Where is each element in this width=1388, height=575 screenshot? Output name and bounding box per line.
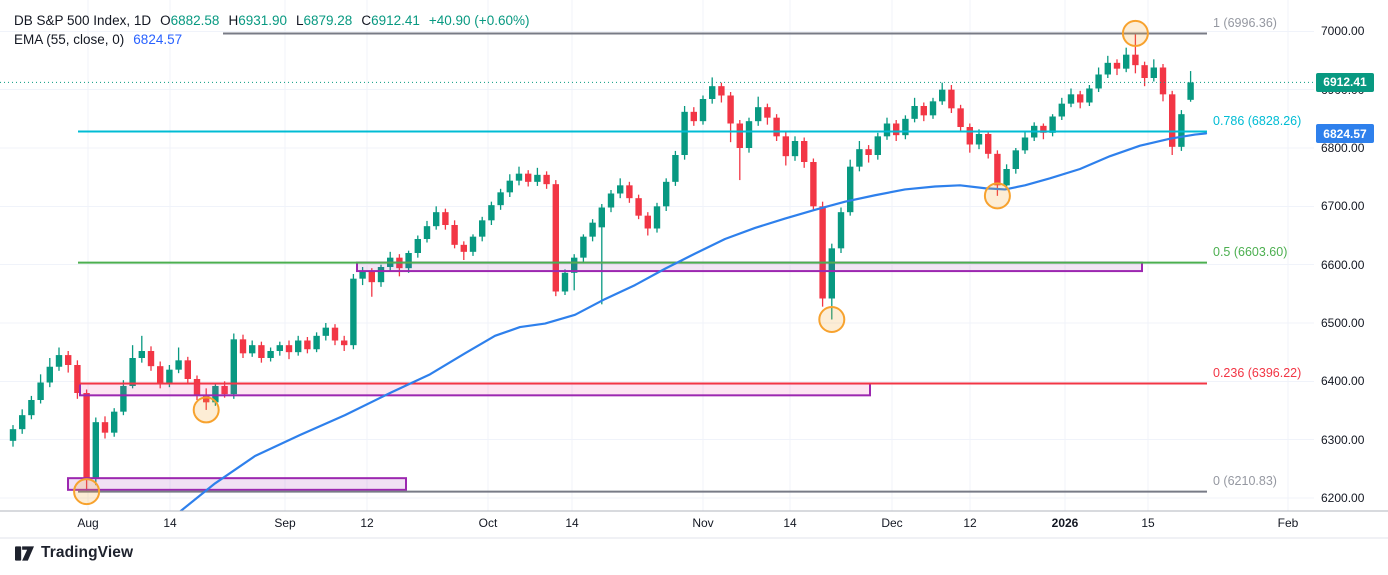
swing-marker-circle[interactable] <box>192 396 220 424</box>
swing-marker-circle[interactable] <box>73 478 101 506</box>
tradingview-logo-icon <box>15 545 34 561</box>
change-value: +40.90 (+0.60%) <box>428 13 530 28</box>
grid-lines <box>0 0 1314 511</box>
ema-line[interactable] <box>178 132 1208 513</box>
zone-rectangle[interactable] <box>67 477 407 491</box>
ema-indicator-label[interactable]: EMA (55, close, 0) <box>14 32 125 47</box>
timeframe-label[interactable]: 1D <box>133 13 152 28</box>
ohlc-close: C6912.41 <box>361 13 420 28</box>
zone-rectangle[interactable] <box>356 261 1143 273</box>
legend-symbol-row[interactable]: DB S&P 500 Index, 1D O6882.58 H6931.90 L… <box>14 11 529 30</box>
legend-ema-row[interactable]: EMA (55, close, 0) 6824.57 <box>14 30 529 49</box>
ohlc-open: O6882.58 <box>160 13 220 28</box>
zone-rectangle[interactable] <box>79 382 871 397</box>
tradingview-watermark[interactable]: TradingView <box>15 544 133 562</box>
symbol-name[interactable]: DB S&P 500 Index <box>14 13 127 28</box>
ohlc-high: H6931.90 <box>228 13 287 28</box>
legend: DB S&P 500 Index, 1D O6882.58 H6931.90 L… <box>14 11 529 49</box>
ema-value: 6824.57 <box>133 32 183 47</box>
swing-marker-circle[interactable] <box>1121 19 1149 47</box>
swing-marker-circle[interactable] <box>983 182 1011 210</box>
ohlc-low: L6879.28 <box>296 13 353 28</box>
symbol-separator: , <box>126 13 134 28</box>
swing-marker-circle[interactable] <box>818 305 846 333</box>
tradingview-logo-text: TradingView <box>41 544 134 561</box>
axis-borders <box>0 510 1388 539</box>
candlestick-series <box>9 33 1194 492</box>
